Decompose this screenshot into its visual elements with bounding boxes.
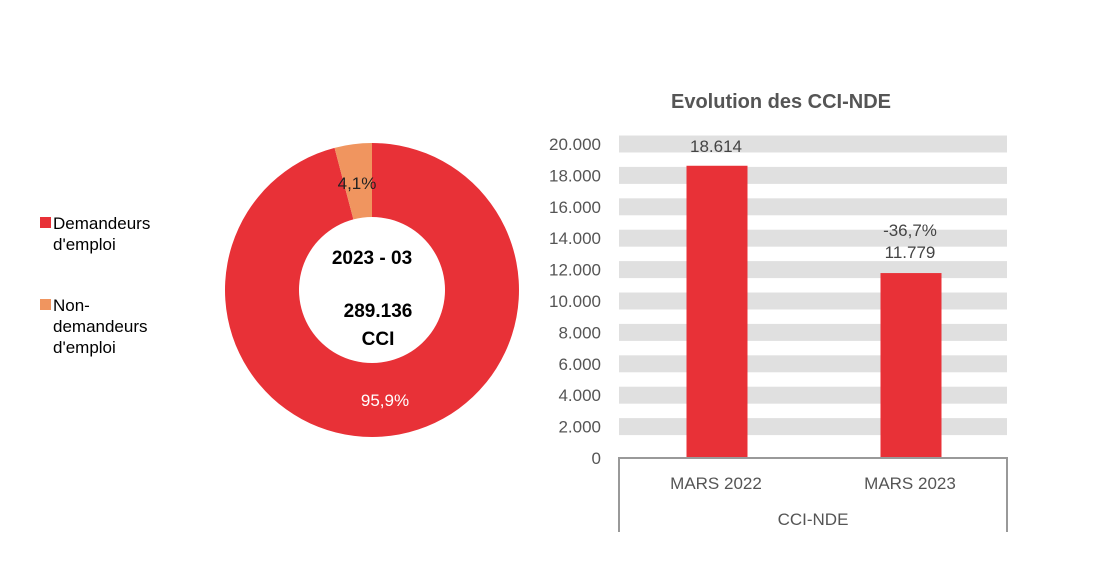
bar-chart: 0 2.000 4.000 6.000 8.000 10.000 12.000 14.000 1… — [549, 135, 1008, 532]
y-tick-label: 4.000 — [558, 386, 601, 405]
grid-band — [619, 166, 1007, 184]
y-tick-label: 18.000 — [549, 166, 601, 185]
bar-change-label: -36,7% — [883, 221, 937, 240]
donut-label-demandeurs: 95,9% — [361, 391, 409, 410]
donut-chart — [224, 143, 519, 437]
grid-band — [619, 323, 1007, 341]
grid-band — [619, 386, 1007, 404]
bar-chart-title: Evolution des CCI-NDE — [671, 91, 891, 113]
x-tick-label: MARS 2023 — [864, 474, 956, 493]
grid-band — [619, 292, 1007, 310]
grid-band — [619, 355, 1007, 373]
donut-center-period: 2023 - 03 — [332, 248, 412, 269]
donut-center-total: 289.136 — [344, 301, 413, 322]
grid-band — [619, 135, 1007, 153]
grid-band — [619, 261, 1007, 279]
grid-band — [619, 229, 1007, 247]
donut-slice-non-demandeurs — [334, 143, 372, 220]
grid-band — [619, 198, 1007, 216]
bar-data-label: 18.614 — [690, 137, 742, 156]
y-tick-label: 8.000 — [558, 323, 601, 342]
x-tick-label: MARS 2022 — [670, 474, 762, 493]
y-tick-label: 14.000 — [549, 229, 601, 248]
legend-label: Demandeurs d'emploi — [53, 214, 151, 254]
x-group-label: CCI-NDE — [778, 510, 849, 529]
bar-mars-2022 — [686, 165, 748, 458]
donut-center-unit: CCI — [362, 329, 395, 350]
y-tick-label: 2.000 — [558, 418, 601, 437]
donut-slice-demandeurs — [224, 143, 519, 437]
legend-item-demandeurs: Demandeurs d'emploi — [40, 213, 183, 255]
legend-swatch — [40, 217, 51, 228]
legend-swatch — [40, 299, 51, 310]
legend-item-non-demandeurs: Non-demandeurs d'emploi — [40, 295, 183, 358]
y-tick-label: 6.000 — [558, 355, 601, 374]
y-tick-label: 12.000 — [549, 261, 601, 280]
bar-data-label: 11.779 — [885, 243, 936, 262]
y-tick-label: 20.000 — [549, 135, 601, 154]
grid-band — [619, 418, 1007, 436]
y-tick-label: 0 — [592, 449, 601, 468]
donut-label-non-demandeurs: 4,1% — [338, 174, 377, 193]
y-tick-label: 16.000 — [549, 198, 601, 217]
bar-mars-2023 — [880, 273, 942, 458]
x-axis — [618, 457, 1008, 532]
legend-label: Non-demandeurs d'emploi — [53, 296, 148, 357]
y-tick-label: 10.000 — [549, 292, 601, 311]
